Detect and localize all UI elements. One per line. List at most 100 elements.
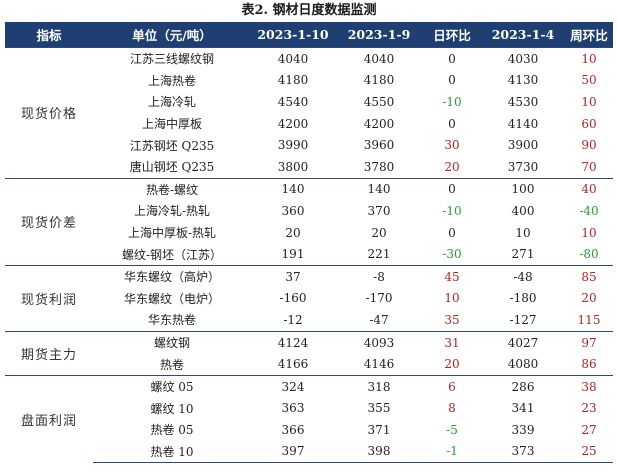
value-2023-1-9: 4200 — [363, 116, 395, 131]
day-change-value: 35 — [444, 312, 460, 327]
value-2023-1-9: 371 — [367, 422, 391, 437]
value-2023-1-4: 339 — [511, 422, 535, 437]
item-label: 江苏三线螺纹钢 — [93, 46, 251, 70]
week-change-value: 10 — [565, 46, 613, 70]
week-change-value: 115 — [577, 312, 601, 327]
table-row: 螺纹-钢坯（江苏） 191 221 -30 271 -80 — [5, 243, 613, 265]
table-row: 盘面利润 螺纹 05 324 318 6 286 38 — [5, 374, 613, 463]
value-2023-1-10: -12 — [283, 312, 303, 327]
day-change-value: 0 — [423, 46, 481, 70]
day-change-value: -10 — [442, 94, 462, 109]
value-2023-1-4: 271 — [511, 247, 535, 262]
day-change-value: 0 — [448, 116, 456, 131]
value-2023-1-9: 140 — [335, 177, 423, 201]
value-2023-1-9: 398 — [335, 440, 423, 464]
item-label: 江苏钢坯 Q235 — [129, 138, 215, 153]
week-change-value: 60 — [581, 116, 597, 131]
table-row: 华东螺纹（电炉） -160 -170 10 -180 20 — [5, 288, 613, 310]
value-2023-1-9: 355 — [367, 401, 391, 416]
table-body: 现货价格 江苏三线螺纹钢 4040 4040 0 4030 10 上海热卷 4180 4180 0 4… — [5, 46, 613, 464]
day-change-value: 6 — [423, 374, 481, 398]
value-2023-1-4: 4080 — [507, 357, 539, 372]
value-2023-1-9: 221 — [367, 247, 391, 262]
table-row: 华东热卷 -12 -47 35 -127 115 — [5, 309, 613, 331]
header-week-change: 周环比 — [570, 28, 608, 43]
header-indicator: 指标 — [36, 28, 62, 43]
table-row: 上海冷轧-热轧 360 370 -10 400 -40 — [5, 200, 613, 222]
header-date-1: 2023-1-10 — [257, 27, 329, 42]
week-change-value: 40 — [565, 177, 613, 201]
value-2023-1-4: 4140 — [507, 116, 539, 131]
value-2023-1-9: 4093 — [335, 330, 423, 354]
table-row: 热卷 05 366 371 -5 339 27 — [5, 419, 613, 441]
value-2023-1-10: 4180 — [277, 73, 309, 88]
value-2023-1-10: 4200 — [277, 116, 309, 131]
value-2023-1-9: -170 — [365, 291, 393, 306]
table-row: 热卷 4166 4146 20 4080 86 — [5, 353, 613, 375]
day-change-value: -10 — [442, 203, 462, 218]
value-2023-1-4: 373 — [481, 440, 565, 464]
item-label: 上海热卷 — [147, 73, 196, 88]
item-label: 唐山钢坯 Q235 — [129, 160, 215, 175]
table-row: 上海中厚板 4200 4200 0 4140 60 — [5, 113, 613, 135]
table-row: 现货价差 热卷-螺纹 140 140 0 100 40 — [5, 177, 613, 266]
value-2023-1-10: 4040 — [251, 46, 335, 70]
item-label: 热卷 10 — [93, 440, 251, 464]
item-label: 螺纹 05 — [93, 374, 251, 398]
table-row: 上海热卷 4180 4180 0 4130 50 — [5, 70, 613, 92]
value-2023-1-9: 4146 — [363, 357, 395, 372]
category-cell: 盘面利润 — [5, 374, 93, 463]
item-label: 热卷 — [159, 357, 184, 372]
value-2023-1-10: 4540 — [277, 94, 309, 109]
item-label: 华东螺纹（电炉） — [123, 291, 220, 306]
value-2023-1-4: 400 — [511, 203, 535, 218]
value-2023-1-10: 191 — [281, 247, 305, 262]
item-label: 华东螺纹（高炉） — [93, 264, 251, 288]
item-label: 上海中厚板-热轧 — [127, 226, 217, 241]
day-change-value: 0 — [448, 225, 456, 240]
day-change-value: 20 — [444, 159, 460, 174]
value-2023-1-9: 20 — [371, 225, 387, 240]
value-2023-1-9: 318 — [335, 374, 423, 398]
value-2023-1-9: 4040 — [335, 46, 423, 70]
item-label: 华东热卷 — [147, 313, 196, 328]
table-row: 上海中厚板-热轧 20 20 0 10 10 — [5, 222, 613, 244]
value-2023-1-9: 3780 — [363, 159, 395, 174]
week-change-value: -40 — [579, 203, 599, 218]
value-2023-1-9: -8 — [335, 264, 423, 288]
day-change-value: 45 — [423, 264, 481, 288]
value-2023-1-4: 4530 — [507, 94, 539, 109]
value-2023-1-10: 20 — [285, 225, 301, 240]
table-row: 期货主力 螺纹钢 4124 4093 31 4027 97 — [5, 330, 613, 376]
value-2023-1-10: 4124 — [251, 330, 335, 354]
value-2023-1-4: -127 — [509, 312, 537, 327]
table-row: 螺纹 10 363 355 8 341 23 — [5, 398, 613, 420]
header-date-3: 2023-1-4 — [491, 27, 555, 42]
value-2023-1-9: -47 — [369, 312, 389, 327]
item-label: 上海冷轧-热轧 — [133, 204, 211, 219]
week-change-value: 27 — [581, 422, 597, 437]
header-unit: 单位（元/吨） — [132, 28, 212, 43]
value-2023-1-10: 37 — [251, 264, 335, 288]
category-cell: 期货主力 — [5, 330, 93, 376]
day-change-value: 8 — [448, 401, 456, 416]
value-2023-1-4: 3900 — [507, 138, 539, 153]
week-change-value: 10 — [581, 225, 597, 240]
value-2023-1-9: 4180 — [363, 73, 395, 88]
value-2023-1-4: 100 — [481, 177, 565, 201]
week-change-value: 10 — [581, 94, 597, 109]
week-change-value: 90 — [581, 138, 597, 153]
value-2023-1-10: 366 — [281, 422, 305, 437]
value-2023-1-4: -48 — [481, 264, 565, 288]
value-2023-1-9: 3960 — [363, 138, 395, 153]
table-title: 表2. 钢材日度数据监测 — [241, 3, 377, 18]
week-change-value: 38 — [565, 374, 613, 398]
category-cell: 现货利润 — [5, 264, 93, 332]
week-change-value: 97 — [565, 330, 613, 354]
value-2023-1-10: 324 — [251, 374, 335, 398]
value-2023-1-10: 363 — [281, 401, 305, 416]
value-2023-1-4: 10 — [515, 225, 531, 240]
value-2023-1-4: 4027 — [481, 330, 565, 354]
table-row: 现货利润 华东螺纹（高炉） 37 -8 45 -48 85 — [5, 264, 613, 332]
day-change-value: 0 — [448, 73, 456, 88]
